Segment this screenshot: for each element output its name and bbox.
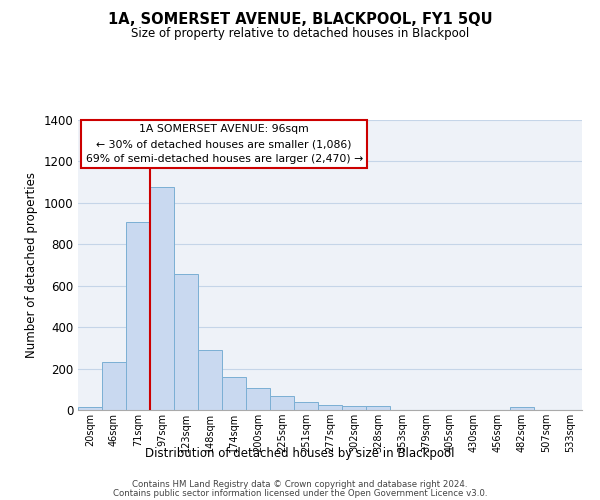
Bar (318, 405, 342, 410)
Bar (174, 274, 198, 410)
Bar (510, 407, 534, 410)
Bar (294, 402, 318, 410)
Bar (342, 406, 366, 410)
Text: 1A SOMERSET AVENUE: 96sqm
← 30% of detached houses are smaller (1,086)
69% of se: 1A SOMERSET AVENUE: 96sqm ← 30% of detac… (86, 124, 363, 164)
Bar (246, 388, 270, 410)
Text: Distribution of detached houses by size in Blackpool: Distribution of detached houses by size … (145, 448, 455, 460)
Text: 1A, SOMERSET AVENUE, BLACKPOOL, FY1 5QU: 1A, SOMERSET AVENUE, BLACKPOOL, FY1 5QU (107, 12, 493, 28)
Bar (366, 406, 390, 410)
Bar (126, 222, 150, 410)
Bar (198, 350, 222, 410)
Y-axis label: Number of detached properties: Number of detached properties (25, 172, 38, 358)
Text: Contains public sector information licensed under the Open Government Licence v3: Contains public sector information licen… (113, 489, 487, 498)
Bar (150, 188, 174, 410)
Text: Size of property relative to detached houses in Blackpool: Size of property relative to detached ho… (131, 28, 469, 40)
Bar (102, 362, 126, 410)
Bar (222, 377, 246, 410)
Text: Contains HM Land Registry data © Crown copyright and database right 2024.: Contains HM Land Registry data © Crown c… (132, 480, 468, 489)
Bar (270, 396, 294, 410)
Bar (78, 407, 102, 410)
